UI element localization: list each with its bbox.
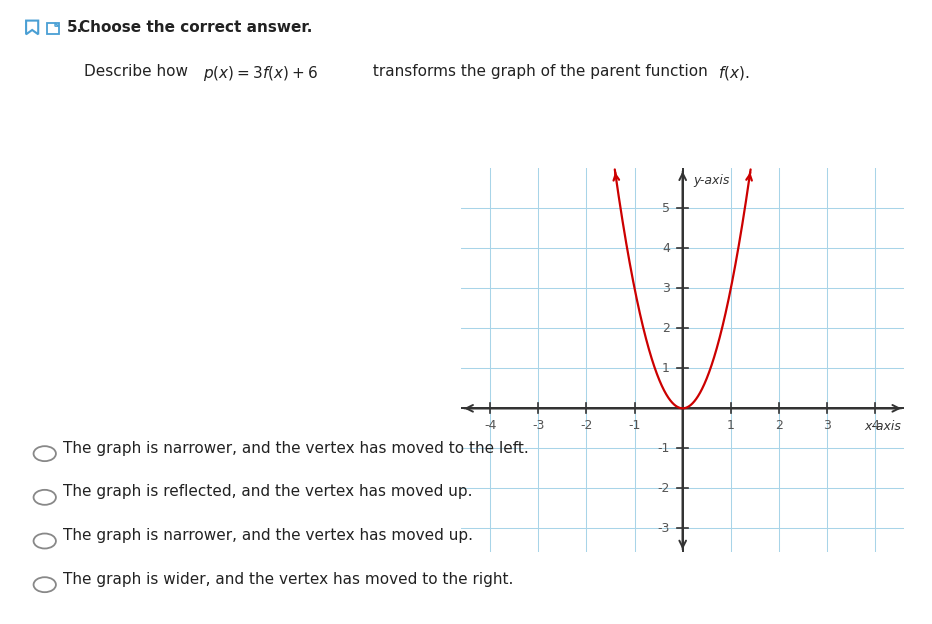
Text: x-axis: x-axis (865, 419, 901, 432)
Text: 4: 4 (662, 242, 670, 255)
Text: The graph is narrower, and the vertex has moved up.: The graph is narrower, and the vertex ha… (63, 528, 473, 543)
Text: $p(x) = 3f(x) + 6$: $p(x) = 3f(x) + 6$ (203, 64, 318, 82)
Text: -2: -2 (581, 419, 593, 432)
Text: 5.: 5. (67, 20, 83, 35)
Text: y-axis: y-axis (693, 175, 730, 187)
Text: 3: 3 (662, 282, 670, 295)
Text: -1: -1 (628, 419, 641, 432)
Text: 4: 4 (871, 419, 879, 432)
Text: 3: 3 (823, 419, 831, 432)
Text: Choose the correct answer.: Choose the correct answer. (79, 20, 312, 35)
Text: transforms the graph of the parent function: transforms the graph of the parent funct… (368, 64, 713, 79)
Text: The graph is reflected, and the vertex has moved up.: The graph is reflected, and the vertex h… (63, 484, 473, 499)
Text: 1: 1 (727, 419, 734, 432)
Text: Describe how: Describe how (84, 64, 193, 79)
Text: 2: 2 (662, 322, 670, 335)
Text: -2: -2 (658, 482, 670, 495)
Text: -4: -4 (484, 419, 497, 432)
Text: -3: -3 (532, 419, 544, 432)
Text: The graph is narrower, and the vertex has moved to the left.: The graph is narrower, and the vertex ha… (63, 441, 529, 456)
Text: The graph is wider, and the vertex has moved to the right.: The graph is wider, and the vertex has m… (63, 572, 514, 587)
Text: 5: 5 (662, 202, 670, 215)
Text: 2: 2 (775, 419, 783, 432)
Text: $f(x)$.: $f(x)$. (718, 64, 749, 82)
Text: -3: -3 (658, 522, 670, 535)
Text: 1: 1 (662, 362, 670, 375)
Text: -1: -1 (658, 442, 670, 455)
